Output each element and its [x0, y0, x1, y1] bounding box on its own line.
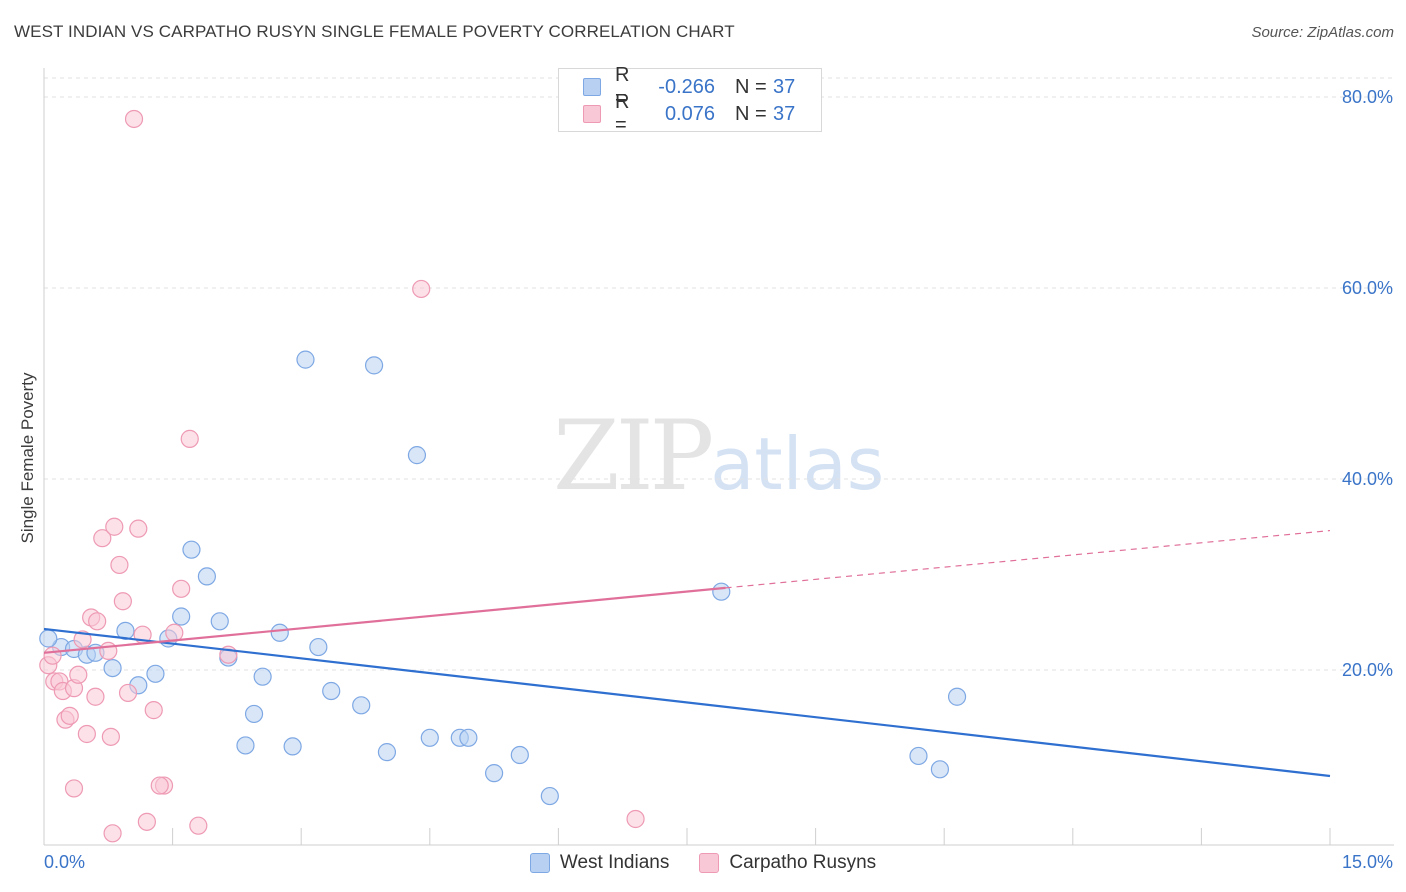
trend-extension-carpatho-rusyns [725, 529, 1331, 589]
point-carpatho-rusyns [69, 665, 88, 684]
point-carpatho-rusyns [412, 279, 431, 299]
series-legend-west-indians: West Indians [529, 852, 670, 874]
point-west-indians [712, 582, 731, 601]
legend-row-carpatho-rusyns: R = 0.076 N = 37 [583, 91, 796, 136]
point-west-indians [352, 696, 371, 715]
point-west-indians [947, 687, 967, 706]
legend-r-label: R = [615, 91, 630, 136]
series-swatch-carpatho-rusyns [699, 853, 720, 873]
point-carpatho-rusyns [124, 109, 144, 129]
point-west-indians [420, 728, 439, 747]
point-west-indians [909, 746, 928, 766]
source-label: Source: ZipAtlas.com [1251, 24, 1394, 41]
point-west-indians [270, 623, 289, 642]
legend-n-value: 37 [773, 75, 796, 98]
correlation-legend: R = -0.266 N = 37 R = 0.076 N = 37 [558, 64, 822, 136]
point-carpatho-rusyns [180, 429, 199, 448]
watermark-atlas: atlas [710, 422, 885, 506]
legend-n-label: N = [735, 102, 767, 125]
point-carpatho-rusyns [99, 641, 118, 661]
point-carpatho-rusyns [93, 529, 112, 548]
point-carpatho-rusyns [189, 816, 208, 835]
legend-r-value: -0.266 [658, 75, 715, 98]
series-label-carpatho-rusyns: Carpatho Rusyns [729, 852, 877, 873]
point-west-indians [253, 667, 272, 686]
point-carpatho-rusyns [144, 701, 163, 720]
point-carpatho-rusyns [77, 724, 96, 744]
point-west-indians [244, 704, 264, 724]
point-west-indians [182, 540, 201, 559]
point-carpatho-rusyns [88, 612, 107, 631]
point-west-indians [210, 612, 229, 631]
y-tick-label-40: 40.0% [1341, 469, 1393, 489]
point-west-indians [407, 446, 427, 465]
point-carpatho-rusyns [137, 812, 156, 831]
point-carpatho-rusyns [626, 809, 645, 829]
point-west-indians [197, 567, 216, 586]
point-west-indians [283, 737, 302, 756]
legend-r-label: R = [615, 64, 630, 109]
point-carpatho-rusyns [172, 579, 191, 598]
point-carpatho-rusyns [105, 517, 124, 536]
legend-n-value: 37 [773, 102, 796, 125]
point-carpatho-rusyns [43, 646, 62, 665]
point-carpatho-rusyns [165, 623, 184, 642]
point-west-indians [172, 607, 191, 626]
point-west-indians [377, 743, 397, 762]
legend-row-west-indians: R = -0.266 N = 37 [583, 64, 796, 109]
legend-r-value: 0.076 [664, 102, 715, 125]
trend-line-west-indians [43, 627, 1331, 778]
legend-swatch-west-indians [583, 78, 601, 96]
point-west-indians [540, 786, 559, 806]
legend-swatch-carpatho-rusyns [583, 105, 601, 123]
watermark-zip: ZIP [553, 400, 714, 512]
point-carpatho-rusyns [60, 706, 79, 725]
series-swatch-west-indians [529, 853, 550, 873]
point-west-indians [485, 764, 504, 783]
point-carpatho-rusyns [150, 776, 169, 795]
point-west-indians [146, 664, 165, 683]
point-carpatho-rusyns [110, 555, 129, 575]
point-carpatho-rusyns [118, 683, 138, 703]
point-carpatho-rusyns [73, 630, 92, 649]
series-legend-carpatho-rusyns: Carpatho Rusyns [699, 852, 876, 874]
point-west-indians [322, 681, 341, 701]
point-west-indians [103, 658, 122, 678]
point-carpatho-rusyns [64, 779, 84, 798]
x-tick-label-min: 0.0% [44, 852, 86, 872]
series-label-west-indians: West Indians [559, 852, 670, 873]
point-carpatho-rusyns [86, 687, 105, 706]
point-west-indians [930, 760, 950, 779]
x-tick-label-max: 15.0% [1341, 852, 1393, 872]
chart-title: WEST INDIAN VS CARPATHO RUSYN SINGLE FEM… [14, 22, 735, 41]
point-carpatho-rusyns [113, 592, 132, 611]
series-legend: West Indians Carpatho Rusyns [0, 852, 1406, 874]
point-west-indians [296, 350, 315, 369]
legend-n-label: N = [735, 75, 767, 98]
y-tick-label-80: 80.0% [1341, 87, 1393, 107]
point-west-indians [364, 356, 384, 375]
y-tick-label-60: 60.0% [1341, 278, 1393, 298]
point-west-indians [236, 736, 255, 755]
y-tick-label-20: 20.0% [1341, 660, 1393, 680]
point-carpatho-rusyns [129, 519, 148, 538]
point-carpatho-rusyns [101, 727, 120, 746]
point-west-indians [459, 728, 478, 747]
point-carpatho-rusyns [103, 824, 122, 843]
point-west-indians [510, 745, 529, 765]
trend-line-carpatho-rusyns [43, 586, 726, 654]
watermark: ZIPatlas [553, 400, 884, 512]
point-west-indians [309, 637, 328, 657]
point-west-indians [39, 629, 58, 648]
